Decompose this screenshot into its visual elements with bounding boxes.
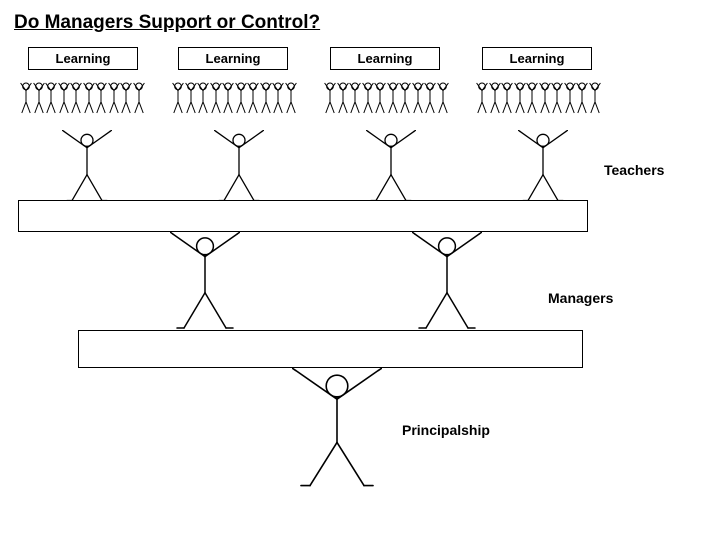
learning-box: Learning [178, 47, 288, 70]
student-figure [108, 82, 120, 119]
student-group [324, 82, 449, 119]
student-figure [120, 82, 132, 119]
student-figure [387, 82, 399, 119]
learning-box: Learning [28, 47, 138, 70]
student-figure [476, 82, 488, 119]
student-figure [501, 82, 513, 119]
managers-label: Managers [548, 290, 613, 306]
teacher-figure [366, 130, 416, 207]
student-figure [260, 82, 272, 119]
student-figure [412, 82, 424, 119]
teachers-label: Teachers [604, 162, 664, 178]
student-figure [564, 82, 576, 119]
student-figure [514, 82, 526, 119]
student-figure [235, 82, 247, 119]
student-figure [489, 82, 501, 119]
student-figure [526, 82, 538, 119]
platform-teachers [18, 200, 588, 232]
student-figure [437, 82, 449, 119]
student-figure [20, 82, 32, 119]
teacher-figure [214, 130, 264, 207]
student-figure [133, 82, 145, 119]
platform-managers [78, 330, 583, 368]
student-figure [172, 82, 184, 119]
student-group [20, 82, 145, 119]
student-figure [399, 82, 411, 119]
teacher-figure [518, 130, 568, 207]
student-figure [70, 82, 82, 119]
student-figure [285, 82, 297, 119]
learning-box: Learning [482, 47, 592, 70]
student-figure [33, 82, 45, 119]
student-figure [272, 82, 284, 119]
student-figure [247, 82, 259, 119]
student-figure [349, 82, 361, 119]
student-figure [576, 82, 588, 119]
student-figure [374, 82, 386, 119]
page-title: Do Managers Support or Control? [14, 12, 320, 34]
manager-figure [412, 232, 482, 335]
student-figure [337, 82, 349, 119]
learning-box: Learning [330, 47, 440, 70]
student-figure [197, 82, 209, 119]
student-figure [45, 82, 57, 119]
student-figure [95, 82, 107, 119]
student-figure [539, 82, 551, 119]
student-group [476, 82, 601, 119]
student-group [172, 82, 297, 119]
student-figure [210, 82, 222, 119]
principal-stick-figure [292, 368, 382, 493]
teacher-figure [62, 130, 112, 207]
student-figure [324, 82, 336, 119]
student-figure [551, 82, 563, 119]
student-figure [58, 82, 70, 119]
student-figure [589, 82, 601, 119]
student-figure [362, 82, 374, 119]
student-figure [424, 82, 436, 119]
student-figure [83, 82, 95, 119]
manager-figure [170, 232, 240, 335]
student-figure [185, 82, 197, 119]
principal-label: Principalship [402, 422, 490, 438]
student-figure [222, 82, 234, 119]
